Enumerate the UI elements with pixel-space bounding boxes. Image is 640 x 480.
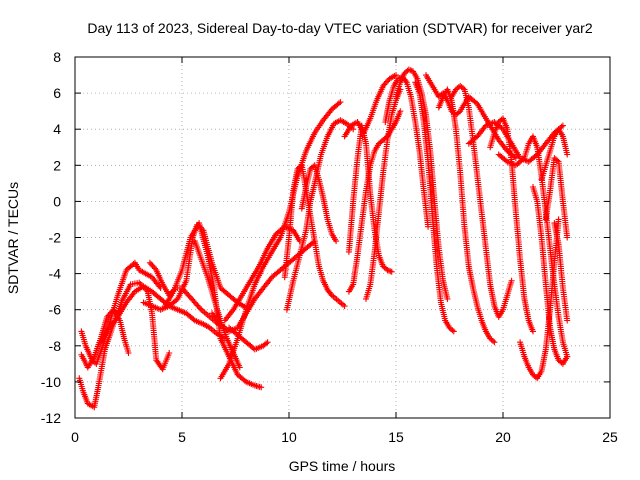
y-tick-label: 4	[53, 121, 61, 137]
y-tick-label: 6	[53, 85, 61, 101]
plus-markers	[97, 283, 228, 346]
x-tick-label: 0	[71, 429, 79, 445]
plus-markers	[345, 122, 395, 275]
series-pass-25	[448, 82, 515, 320]
series-pass-04	[97, 283, 228, 346]
y-tick-label: 8	[53, 49, 61, 65]
y-tick-label: -12	[41, 410, 61, 426]
series-pass-30	[530, 184, 571, 367]
series-pass-22	[412, 79, 457, 335]
series-pass-24	[435, 86, 498, 346]
plus-markers	[435, 86, 498, 346]
plus-markers	[221, 223, 303, 324]
series-pass-10	[221, 223, 303, 324]
series-pass-32	[542, 155, 571, 241]
series-pass-19	[363, 86, 404, 302]
y-tick-label: -4	[49, 266, 62, 282]
series-pass-15	[283, 117, 357, 313]
series-pass-13	[281, 162, 348, 310]
x-tick-label: 5	[178, 429, 186, 445]
y-tick-label: 0	[53, 193, 61, 209]
plus-markers	[412, 79, 457, 335]
plus-markers	[448, 82, 515, 320]
series-pass-11	[226, 324, 271, 353]
y-axis-label: SDTVAR / TECUs	[5, 182, 21, 294]
series-pass-17	[345, 122, 395, 275]
plus-markers	[226, 324, 271, 353]
y-axis-ticks: -12 -10 -8 -6 -4 -2 0 2 4 6 8	[41, 49, 610, 426]
y-tick-label: -10	[41, 374, 61, 390]
series-pass-31	[538, 126, 571, 183]
plus-markers	[530, 184, 571, 367]
x-tick-label: 20	[495, 429, 511, 445]
y-tick-label: -2	[49, 230, 62, 246]
series-pass-12	[209, 238, 318, 335]
series-pass-33	[551, 220, 571, 324]
plus-markers	[209, 238, 318, 335]
plus-markers	[542, 155, 571, 241]
x-tick-label: 10	[281, 429, 297, 445]
plus-markers	[341, 72, 399, 140]
plus-markers	[551, 220, 571, 324]
data-points	[76, 66, 571, 411]
series-pass-20	[382, 73, 432, 230]
series-pass-27	[487, 115, 536, 335]
y-tick-label: 2	[53, 157, 61, 173]
plus-markers	[283, 117, 357, 313]
plus-markers	[487, 115, 536, 335]
x-tick-label: 25	[602, 429, 618, 445]
plus-markers	[281, 162, 348, 310]
y-tick-label: -6	[49, 302, 62, 318]
plus-markers	[382, 73, 432, 230]
y-tick-label: -8	[49, 338, 62, 354]
x-tick-label: 15	[388, 429, 404, 445]
x-axis-label: GPS time / hours	[289, 458, 396, 474]
plus-markers	[538, 126, 571, 183]
plus-markers	[363, 86, 404, 302]
series-pass-16	[341, 72, 399, 140]
chart-title: Day 113 of 2023, Sidereal Day-to-day VTE…	[87, 20, 592, 36]
x-axis-ticks: 0 5 10 15 20 25	[71, 57, 618, 445]
